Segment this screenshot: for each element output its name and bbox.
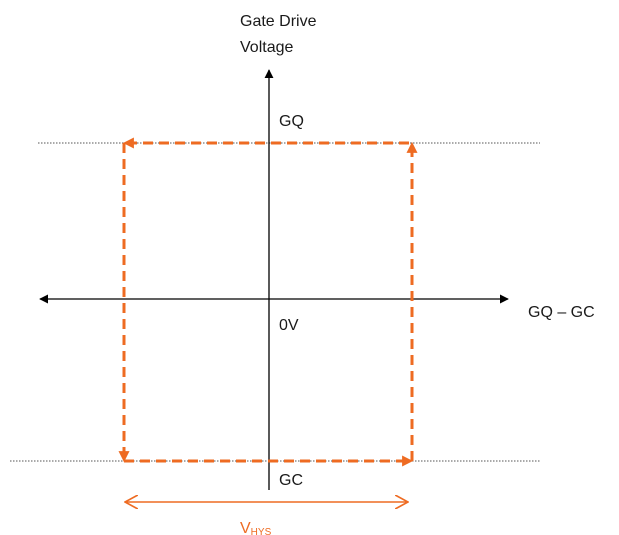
y-axis-label-line2: Voltage: [240, 39, 293, 56]
x-axis-label: GQ – GC: [528, 304, 595, 321]
hysteresis-label: VHYS: [240, 520, 272, 535]
hysteresis-label-sub: HYS: [251, 527, 272, 535]
hysteresis-loop: [118, 137, 418, 467]
origin-label: 0V: [279, 317, 299, 334]
hysteresis-label-main: V: [240, 520, 251, 535]
level-low-label: GC: [279, 472, 303, 489]
y-axis-label-line1: Gate Drive: [240, 13, 317, 30]
level-high-label: GQ: [279, 113, 304, 130]
